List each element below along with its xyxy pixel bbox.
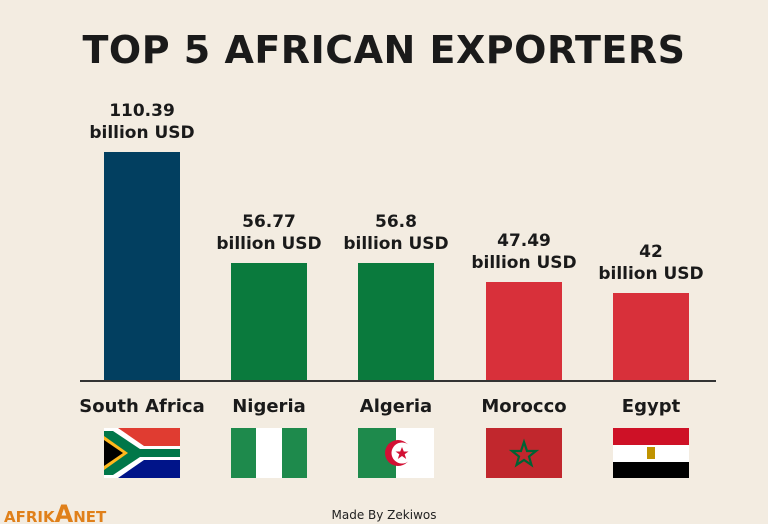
- bar: [486, 281, 562, 380]
- value-label: 56.8 billion USD: [343, 211, 449, 254]
- x-tick-label: South Africa: [79, 396, 205, 417]
- x-tick-label: Algeria: [359, 396, 433, 417]
- flag-algeria: [358, 428, 434, 478]
- value-label: 56.77 billion USD: [216, 211, 322, 254]
- bar: [613, 293, 689, 380]
- flag-nigeria: [231, 428, 307, 478]
- flag-morocco: [486, 428, 562, 478]
- logo: AFRIKANET: [4, 500, 106, 524]
- logo-part: NET: [73, 508, 107, 524]
- bar: [231, 262, 307, 380]
- logo-part: AFRIK: [4, 508, 55, 524]
- credit: Made By Zekiwos: [331, 508, 437, 522]
- flag-egypt: [613, 428, 689, 478]
- logo-part: A: [54, 500, 74, 524]
- bar: [358, 262, 434, 380]
- bar: [104, 152, 180, 380]
- flags: [104, 428, 689, 478]
- chart-title: TOP 5 AFRICAN EXPORTERS: [82, 28, 686, 72]
- x-tick-label: Morocco: [481, 396, 567, 417]
- value-label: 110.39 billion USD: [89, 101, 195, 143]
- value-label: 42 billion USD: [598, 242, 704, 285]
- x-tick-label: Egypt: [621, 396, 681, 417]
- value-label: 47.49 billion USD: [471, 230, 577, 273]
- x-tick-label: Nigeria: [232, 396, 306, 417]
- flag-south-africa: [104, 428, 180, 478]
- baseline: [80, 380, 716, 382]
